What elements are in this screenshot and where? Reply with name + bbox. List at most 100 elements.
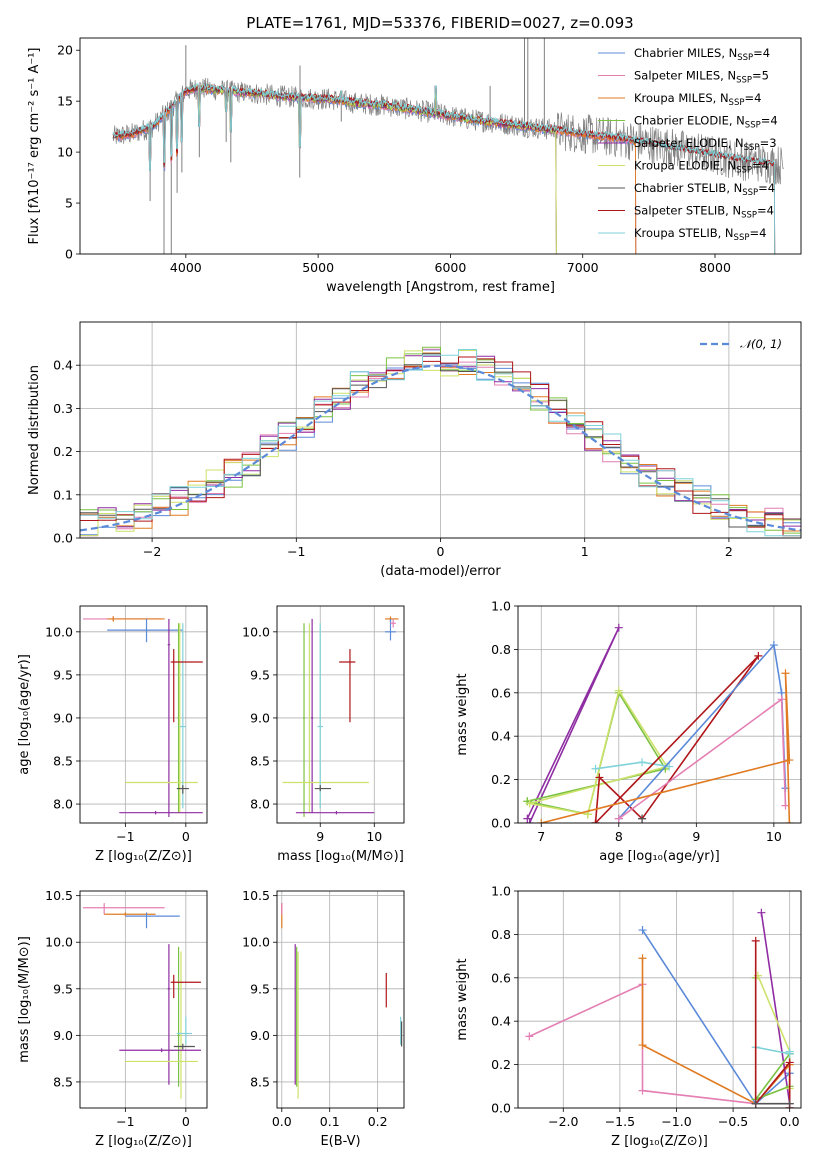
y-tick-label: 9.0	[250, 1028, 270, 1043]
y-tick-label: 0.8	[491, 642, 511, 657]
weight-line-kroupa-stelib	[755, 1046, 791, 1055]
y-axis-label: mass weight	[455, 958, 470, 1040]
y-tick-label: 0.8	[491, 927, 511, 942]
x-axis-label: age [log₁₀(age/yr)]	[599, 849, 720, 864]
legend-suffix: =4	[761, 114, 778, 128]
plot-area-massweight_vs_age	[523, 623, 794, 823]
model-spectrum-kroupa-stelib	[112, 83, 776, 254]
axes-frame	[276, 605, 405, 824]
legend-subscript: SSP	[745, 121, 761, 131]
plot-area-age_vs_mass	[282, 616, 399, 817]
y-tick-label: 5	[65, 196, 73, 211]
weight-point-salpeter-elodie	[614, 623, 623, 632]
x-tick-label: 0.0	[780, 1114, 800, 1129]
y-tick-label: 9.5	[53, 981, 73, 996]
x-axis-label: Z [log₁₀(Z/Z⊙)]	[95, 849, 192, 864]
x-tick-label: 0	[182, 829, 190, 844]
figure-title: PLATE=1761, MJD=53376, FIBERID=0027, z=0…	[246, 14, 633, 32]
weight-line-kroupa-stelib	[595, 761, 670, 770]
axes-frame	[79, 890, 208, 1109]
y-tick-label: 9.5	[250, 667, 270, 682]
x-tick-label: 6000	[435, 260, 467, 275]
legend-suffix: =4	[744, 91, 761, 105]
y-tick-label: 0.1	[53, 487, 73, 502]
weight-point-kroupa-miles	[537, 819, 546, 823]
panel-age_vs_Z: −1 0 8.0 8.5 9.0 9.5 10.0	[45, 606, 207, 844]
x-tick-label: 9	[316, 829, 324, 844]
x-axis-label: Z [log₁₀(Z/Z⊙)]	[95, 1134, 192, 1149]
x-tick-label: 9	[692, 829, 700, 844]
y-tick-label: 10.5	[45, 888, 73, 903]
y-tick-label: 10.5	[242, 888, 270, 903]
plot-area-mass_vs_Z	[83, 903, 201, 1099]
y-tick-label: 20	[57, 43, 73, 58]
plot-area-age_vs_Z	[83, 616, 203, 817]
y-tick-label: 1.0	[491, 599, 511, 614]
weight-point-kroupa-elodie	[525, 799, 534, 808]
x-axis-label: Z [log₁₀(Z/Z⊙)]	[611, 1134, 708, 1149]
legend-text: Kroupa STELIB, N	[634, 226, 734, 240]
legend-subscript: SSP	[742, 188, 758, 198]
legend-entry: Salpeter ELODIE, NSSP=3	[634, 136, 777, 153]
x-tick-label: 7000	[567, 260, 599, 275]
y-tick-label: 10.0	[242, 624, 270, 639]
y-tick-label: 9.5	[53, 667, 73, 682]
y-tick-label: 0.2	[491, 772, 511, 787]
y-tick-label: 0.2	[53, 444, 73, 459]
x-tick-label: 8	[615, 829, 623, 844]
weight-point-salpeter-stelib	[595, 773, 604, 782]
y-tick-label: 8.5	[250, 754, 270, 769]
x-tick-label: 0.2	[368, 1114, 388, 1129]
weight-point-kroupa-stelib	[591, 764, 600, 773]
y-axis-label: Flux [fλ10⁻¹⁷ erg cm⁻² s⁻¹ A⁻¹]	[27, 48, 42, 245]
panel-residuals: −2 −1 0 1 2 0.0 0.1 0.2 0.3 0.4	[53, 322, 801, 559]
y-axis-label: age [log₁₀(age/yr)]	[17, 654, 32, 775]
weight-point-kroupa-stelib	[665, 762, 674, 771]
x-axis-label: E(B-V)	[320, 1134, 360, 1149]
y-tick-label: 0.3	[53, 401, 73, 416]
axes-frame	[79, 37, 802, 255]
y-tick-label: 8.5	[53, 1074, 73, 1089]
y-tick-label: 9.0	[250, 710, 270, 725]
x-tick-label: −1.5	[605, 1114, 635, 1129]
weight-point-chabrier-miles	[638, 926, 647, 935]
y-tick-label: 0.0	[491, 1101, 511, 1116]
legend: 𝒩(0, 1)	[700, 337, 782, 351]
x-axis-label: mass [log₁₀(M/M⊙)]	[277, 849, 404, 864]
legend-subscript: SSP	[729, 98, 745, 108]
weight-point-salpeter-elodie	[523, 814, 532, 823]
y-tick-label: 1.0	[491, 884, 511, 899]
x-tick-label: 10	[766, 829, 782, 844]
y-tick-label: 0.4	[491, 729, 511, 744]
x-tick-label: 8000	[699, 260, 731, 275]
weight-point-chabrier-miles	[769, 641, 778, 650]
panel-mass_vs_ebv: 0.0 0.1 0.2 8.5 9.0 9.5 10.0 10.5	[242, 888, 404, 1129]
y-tick-label: 0	[65, 247, 73, 262]
residual-histogram-salpeter-stelib	[80, 356, 801, 537]
legend-text: Kroupa ELODIE, N	[634, 159, 736, 173]
legend-entry: Kroupa MILES, NSSP=4	[634, 91, 761, 108]
axes-frame	[517, 890, 802, 1109]
y-tick-label: 0.0	[53, 531, 73, 546]
legend-suffix: =4	[753, 46, 770, 60]
axes-frame	[276, 890, 405, 1109]
weight-line-kroupa-miles	[541, 673, 791, 823]
weight-point-kroupa-stelib	[785, 1047, 794, 1056]
y-tick-label: 10.0	[45, 624, 73, 639]
legend-entry: Kroupa ELODIE, NSSP=4	[634, 159, 769, 176]
legend-text: Chabrier ELODIE, N	[634, 114, 745, 128]
legend-text: Chabrier MILES, N	[634, 46, 737, 60]
weight-point-chabrier-stelib	[751, 1099, 760, 1108]
legend-entry: Kroupa STELIB, NSSP=4	[634, 226, 766, 243]
legend-text: Salpeter MILES, N	[634, 69, 736, 83]
x-tick-label: 0	[437, 544, 445, 559]
x-tick-label: 7	[537, 829, 545, 844]
weight-point-salpeter-miles	[777, 695, 786, 704]
axes-frame	[79, 321, 802, 539]
legend-subscript: SSP	[736, 76, 752, 86]
weight-point-salpeter-elodie	[757, 908, 766, 917]
x-tick-label: 1	[581, 544, 589, 559]
legend-text: Kroupa MILES, N	[634, 91, 729, 105]
legend-subscript: SSP	[737, 53, 753, 63]
